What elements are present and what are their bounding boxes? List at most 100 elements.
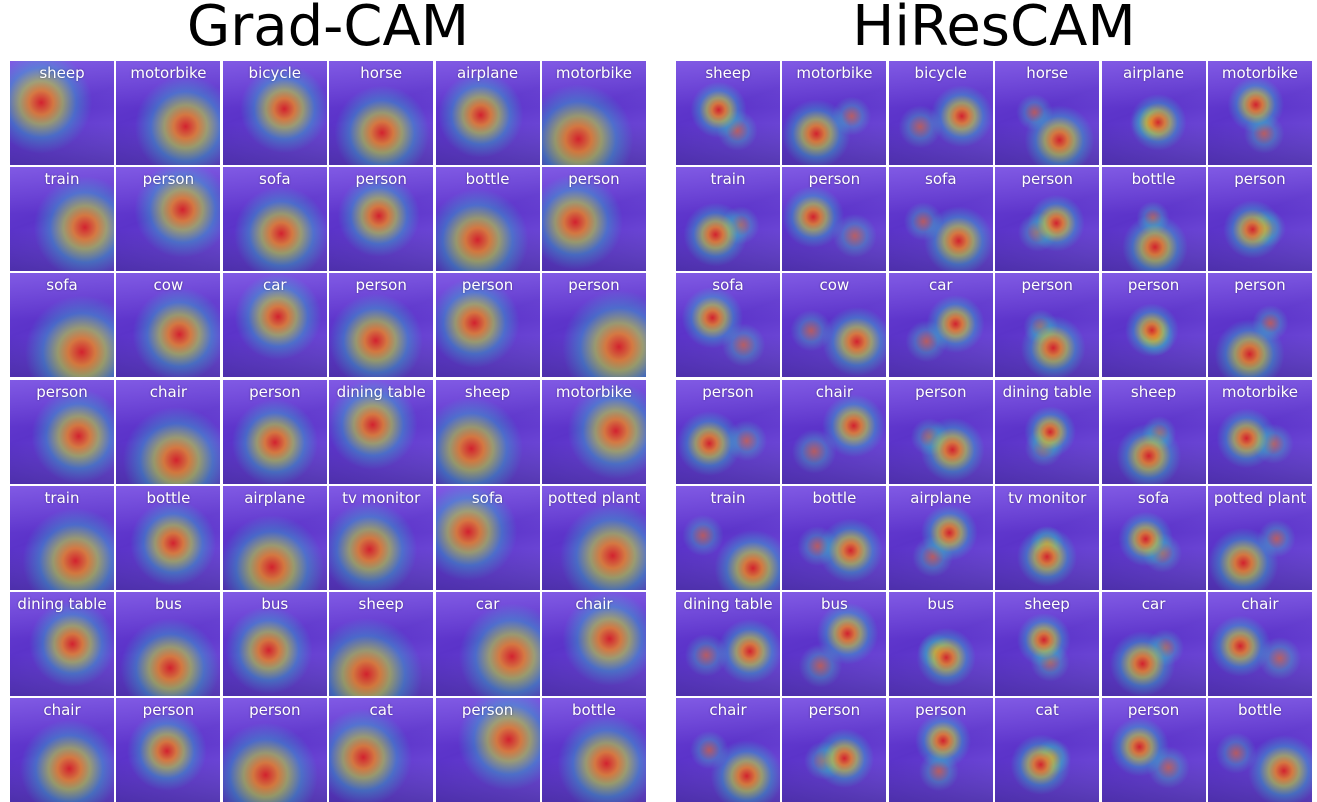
heatmap-overlay bbox=[888, 485, 993, 590]
heatmap-overlay bbox=[435, 61, 540, 165]
heatmap-overlay bbox=[541, 61, 646, 165]
class-label: person bbox=[461, 701, 514, 720]
heatmap-image-cell: bus bbox=[222, 591, 327, 696]
heatmap-image-cell: train bbox=[676, 167, 780, 272]
heatmap-image-cell: airplane bbox=[435, 61, 540, 165]
class-label: car bbox=[1141, 594, 1166, 613]
hirescam-image-grid: sheep motorbike bicycle horse airplane motorb… bbox=[676, 61, 1312, 802]
heatmap-image-cell: airplane bbox=[1101, 61, 1206, 165]
heatmap-image-cell: person bbox=[329, 273, 434, 378]
heatmap-overlay bbox=[782, 379, 887, 484]
heatmap-overlay bbox=[222, 591, 327, 696]
heatmap-image-cell: chair bbox=[116, 379, 221, 484]
heatmap-overlay bbox=[888, 273, 993, 378]
heatmap-image-cell: dining table bbox=[676, 591, 780, 696]
heatmap-image-cell: person bbox=[116, 167, 221, 272]
heatmap-overlay bbox=[222, 167, 327, 272]
heatmap-image-cell: person bbox=[435, 273, 540, 378]
class-label: person bbox=[915, 382, 967, 401]
heatmap-image-cell: dining table bbox=[329, 379, 434, 484]
class-label: motorbike bbox=[130, 64, 207, 82]
heatmap-overlay bbox=[888, 698, 993, 802]
heatmap-overlay bbox=[1207, 61, 1312, 165]
heatmap-image-cell: sheep bbox=[1101, 379, 1206, 484]
class-label: cow bbox=[153, 276, 184, 295]
heatmap-overlay bbox=[116, 485, 221, 590]
heatmap-image-cell: person bbox=[1101, 698, 1206, 802]
class-label: bus bbox=[820, 594, 848, 613]
class-label: person bbox=[1127, 276, 1180, 295]
heatmap-overlay bbox=[995, 379, 1100, 484]
heatmap-image-cell: car bbox=[1101, 591, 1206, 696]
heatmap-image-cell: person bbox=[329, 167, 434, 272]
class-label: person bbox=[702, 382, 754, 401]
heatmap-image-cell: airplane bbox=[222, 485, 327, 590]
class-label: bottle bbox=[465, 170, 510, 189]
class-label: sofa bbox=[259, 170, 291, 189]
heatmap-overlay bbox=[782, 167, 887, 272]
heatmap-image-cell: dining table bbox=[995, 379, 1100, 484]
heatmap-overlay bbox=[329, 61, 434, 165]
heatmap-image-cell: bicycle bbox=[888, 61, 993, 165]
class-label: horse bbox=[1026, 64, 1069, 82]
heatmap-image-cell: person bbox=[888, 698, 993, 802]
class-label: sofa bbox=[712, 276, 744, 295]
heatmap-image-cell: bottle bbox=[541, 698, 646, 802]
heatmap-image-cell: person bbox=[995, 273, 1100, 378]
heatmap-overlay bbox=[222, 379, 327, 484]
heatmap-image-cell: motorbike bbox=[782, 61, 887, 165]
class-label: bottle bbox=[146, 488, 191, 507]
heatmap-image-cell: person bbox=[541, 273, 646, 378]
heatmap-overlay bbox=[435, 273, 540, 378]
heatmap-overlay bbox=[1101, 273, 1206, 378]
class-label: person bbox=[1021, 276, 1073, 295]
class-label: person bbox=[355, 276, 407, 295]
class-label: tv monitor bbox=[342, 488, 421, 507]
heatmap-image-cell: person bbox=[888, 379, 993, 484]
heatmap-overlay bbox=[435, 485, 540, 590]
class-label: person bbox=[808, 701, 861, 720]
heatmap-overlay bbox=[1101, 591, 1206, 696]
heatmap-overlay bbox=[995, 167, 1100, 272]
heatmap-image-cell: person bbox=[10, 379, 114, 484]
heatmap-overlay bbox=[10, 273, 114, 378]
class-label: motorbike bbox=[555, 382, 632, 401]
heatmap-image-cell: bottle bbox=[116, 485, 221, 590]
heatmap-overlay bbox=[10, 485, 114, 590]
heatmap-overlay bbox=[1207, 379, 1312, 484]
class-label: bottle bbox=[572, 701, 616, 720]
heatmap-image-cell: person bbox=[435, 698, 540, 802]
heatmap-overlay bbox=[435, 167, 540, 272]
heatmap-image-cell: train bbox=[10, 485, 114, 590]
class-label: sheep bbox=[1130, 382, 1177, 401]
class-label: sofa bbox=[1137, 488, 1170, 507]
heatmap-overlay bbox=[1207, 591, 1312, 696]
class-label: tv monitor bbox=[1008, 488, 1087, 507]
class-label: chair bbox=[43, 701, 81, 720]
heatmap-overlay bbox=[222, 485, 327, 590]
heatmap-image-cell: sheep bbox=[435, 379, 540, 484]
heatmap-image-cell: sheep bbox=[329, 591, 434, 696]
heatmap-image-cell: motorbike bbox=[541, 61, 646, 165]
heatmap-overlay bbox=[541, 591, 646, 696]
class-label: motorbike bbox=[1221, 64, 1298, 82]
heatmap-image-cell: motorbike bbox=[116, 61, 221, 165]
class-label: car bbox=[928, 276, 953, 295]
class-label: chair bbox=[815, 382, 854, 401]
heatmap-image-cell: potted plant bbox=[541, 485, 646, 590]
heatmap-image-cell: chair bbox=[782, 379, 887, 484]
class-label: sheep bbox=[1024, 594, 1070, 613]
heatmap-overlay bbox=[1101, 698, 1206, 802]
class-label: train bbox=[710, 170, 746, 189]
class-label: train bbox=[44, 170, 80, 189]
heatmap-overlay bbox=[995, 698, 1100, 802]
heatmap-image-cell: bottle bbox=[435, 167, 540, 272]
class-label: bus bbox=[154, 594, 182, 613]
class-label: airplane bbox=[910, 488, 972, 507]
class-label: bottle bbox=[812, 488, 857, 507]
class-label: car bbox=[262, 276, 287, 295]
class-label: chair bbox=[149, 382, 188, 401]
panel-title: Grad-CAM bbox=[186, 0, 470, 59]
heatmap-overlay bbox=[676, 698, 780, 802]
class-label: motorbike bbox=[796, 64, 873, 82]
